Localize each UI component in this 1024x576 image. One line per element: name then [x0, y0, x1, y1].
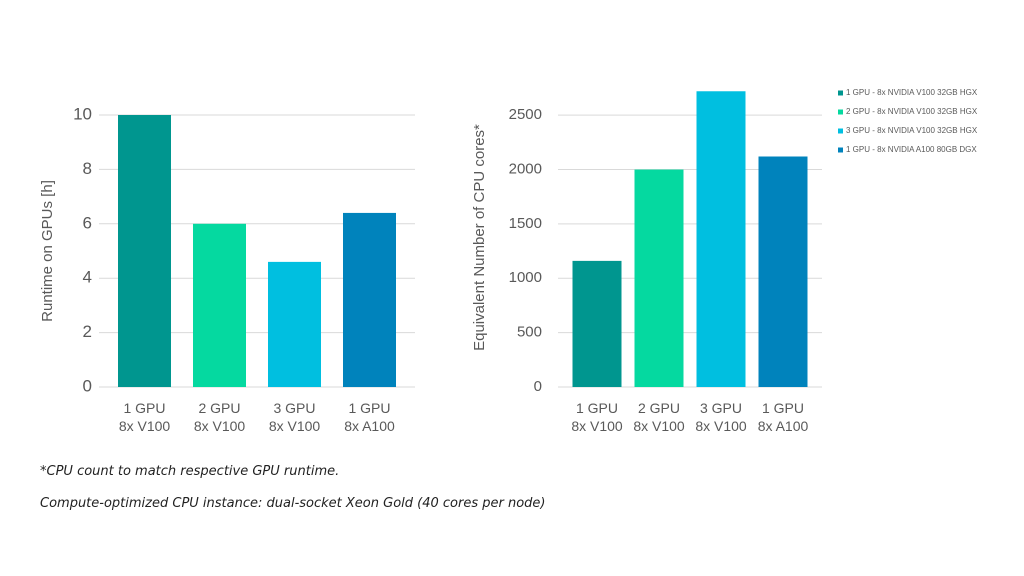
y-tick-label: 0	[83, 376, 92, 395]
y-tick-label: 8	[83, 159, 92, 178]
bar	[758, 156, 808, 387]
y-axis-label: Equivalent Number of CPU cores*	[471, 124, 488, 351]
y-tick-label: 2000	[509, 161, 542, 178]
footnote: Compute-optimized CPU instance: dual-soc…	[40, 496, 546, 511]
legend-label: 3 GPU - 8x NVIDIA V100 32GB HGX	[846, 126, 978, 135]
y-tick-label: 10	[73, 104, 92, 123]
y-tick-label: 2500	[509, 106, 542, 123]
legend-swatch	[838, 109, 843, 115]
bar	[118, 115, 171, 387]
bar	[343, 212, 396, 387]
legend-swatch	[838, 147, 843, 153]
y-tick-label: 0	[534, 378, 542, 395]
x-tick-label: 1 GPU 8x V100	[119, 400, 171, 434]
y-tick-label: 1000	[509, 269, 542, 286]
y-tick-label: 500	[517, 324, 542, 341]
bar	[572, 260, 622, 387]
x-tick-label: 1 GPU 8x V100	[571, 400, 623, 434]
y-tick-label: 4	[83, 268, 92, 287]
charts: 0 2 4 6 8 10 Runtime on GPUs [h] 1 GPU 8x V100 2 …	[39, 88, 978, 434]
x-tick-label: 1 GPU 8x A100	[344, 400, 395, 434]
legend-swatch	[838, 128, 843, 134]
y-tick-label: 2	[83, 322, 92, 341]
legend-swatch	[838, 90, 843, 96]
x-tick-label: 2 GPU 8x V100	[633, 400, 685, 434]
legend-label: 1 GPU - 8x NVIDIA V100 32GB HGX	[846, 88, 978, 97]
legend-label: 1 GPU - 8x NVIDIA A100 80GB DGX	[846, 145, 977, 154]
y-tick-label: 6	[83, 213, 92, 232]
bar	[634, 169, 684, 387]
x-tick-label: 3 GPU 8x V100	[269, 400, 321, 434]
x-tick-label: 1 GPU 8x A100	[758, 400, 809, 434]
bar	[268, 261, 321, 387]
y-axis-label: Runtime on GPUs [h]	[39, 180, 56, 322]
x-tick-label: 3 GPU 8x V100	[695, 400, 747, 434]
x-tick-label: 2 GPU 8x V100	[194, 400, 246, 434]
bar	[696, 91, 746, 388]
footnote: *CPU count to match respective GPU runti…	[40, 464, 340, 479]
legend-label: 2 GPU - 8x NVIDIA V100 32GB HGX	[846, 107, 978, 116]
bar	[193, 223, 246, 387]
y-tick-label: 1500	[509, 215, 542, 232]
